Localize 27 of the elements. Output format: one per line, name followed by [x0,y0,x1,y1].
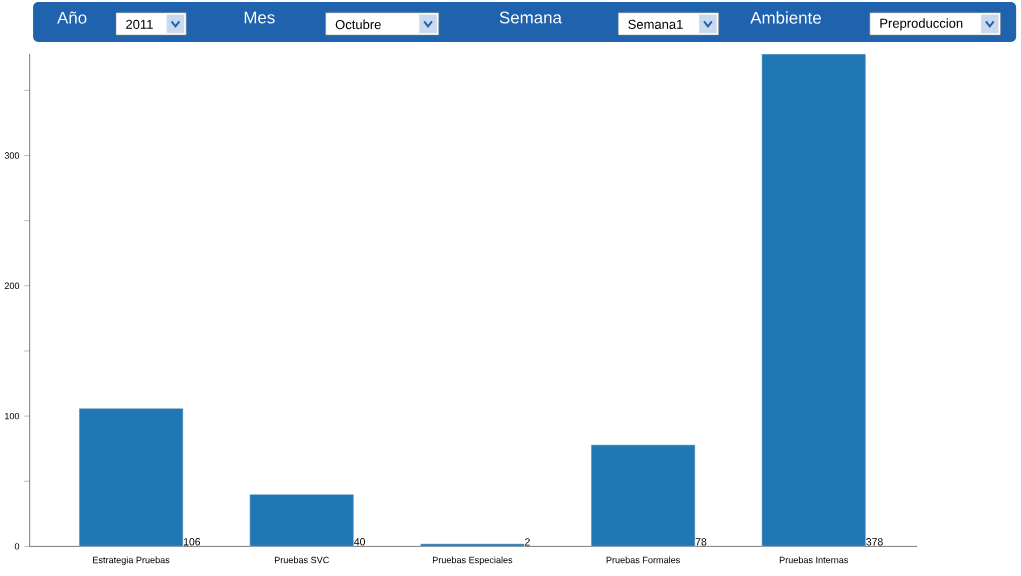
bar [590,444,696,547]
text: Preproduccion [880,18,963,31]
y-tick-label: 100 [5,412,20,420]
text: Octubre [335,19,381,29]
bar [78,407,184,547]
text: Semana1 [628,19,683,29]
data-label: 78 [695,537,707,546]
x-tick-label: Pruebas Especiales [432,556,513,565]
text: 2011 [126,19,153,29]
y-tick-label: 300 [4,152,20,159]
text: Ambiente [750,11,821,24]
x-tick-label: Pruebas Internas [779,556,849,564]
text: Año [57,11,87,24]
x-tick-label: Pruebas SVC [274,556,329,564]
data-label: 378 [866,537,883,546]
y-tick-label: 0 [14,543,20,550]
data-label: 106 [184,537,201,546]
y-tick-label: 200 [4,282,20,289]
bar [420,543,525,547]
bar [249,493,355,547]
text: Mes [244,11,275,24]
text: Semana [499,11,562,24]
x-tick-label: Pruebas Formales [606,556,680,564]
bar [761,53,867,547]
x-tick-label: Estrategia Pruebas [93,556,170,565]
data-label: 2 [525,538,530,546]
data-label: 40 [354,537,366,546]
